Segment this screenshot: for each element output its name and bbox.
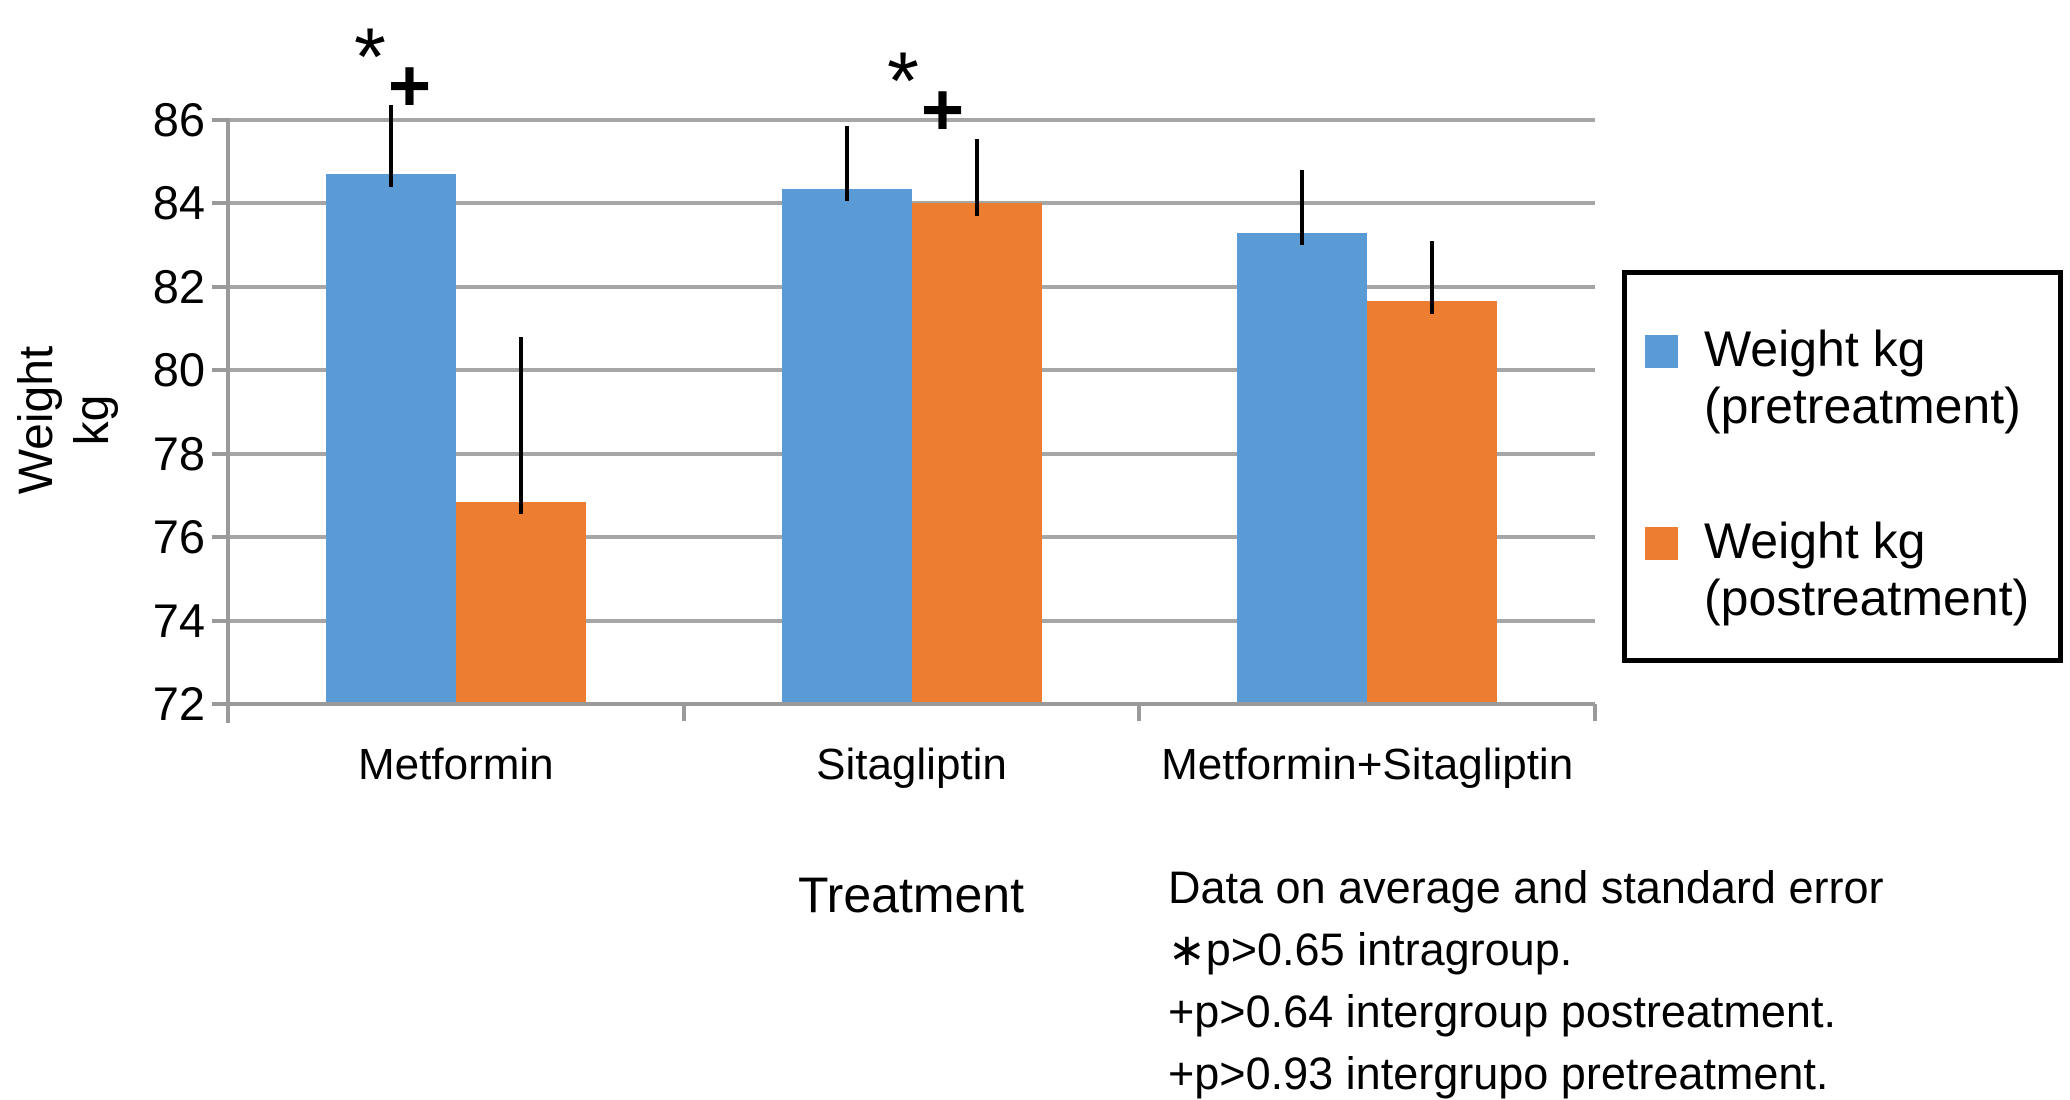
x-boundary-tick-0	[226, 704, 230, 721]
legend-item-pretreatment: Weight kg (pretreatment)	[1645, 321, 2038, 435]
bar-pretreatment-metformin	[325, 174, 456, 706]
error-bar-pretreatment-sitagliptin	[844, 126, 849, 202]
footnote: Data on average and standard error ∗p>0.…	[1168, 857, 2048, 1100]
y-tick-label-72: 72	[152, 677, 205, 730]
bar-postreatment-metformin+sitagliptin	[1367, 301, 1498, 706]
y-tick-82	[212, 284, 228, 289]
legend: Weight kg (pretreatment) Weight kg (post…	[1622, 270, 2063, 663]
x-boundary-tick-1	[681, 704, 686, 721]
legend-label-pretreatment: Weight kg (pretreatment)	[1704, 321, 2021, 434]
bar-postreatment-sitagliptin	[911, 203, 1042, 706]
footnote-line-4: +p>0.93 intergrupo pretreatment.	[1168, 1048, 1829, 1099]
y-axis-title-line2: kg	[66, 394, 119, 446]
error-bar-pretreatment-metformin	[388, 105, 393, 187]
y-tick-74	[212, 618, 228, 623]
footnote-line-1: Data on average and standard error	[1168, 862, 1884, 913]
y-tick-label-82: 82	[152, 259, 205, 313]
x-axis-line	[228, 702, 1595, 706]
asterisk-symbol: *	[887, 36, 919, 127]
bar-pretreatment-sitagliptin	[781, 188, 912, 706]
y-tick-label-74: 74	[152, 593, 205, 647]
y-axis-title: Weight kg	[9, 346, 121, 495]
plus-symbol: +	[387, 44, 432, 127]
plus-symbol: +	[920, 68, 965, 151]
x-category-label-metformin: Metformin	[358, 740, 554, 789]
y-tick-label-86: 86	[152, 93, 205, 146]
significance-annotation-sitagliptin: *+	[887, 41, 964, 147]
y-axis-line	[226, 118, 230, 723]
y-tick-label-80: 80	[152, 343, 205, 397]
y-tick-86	[212, 118, 228, 122]
x-boundary-tick-2	[1137, 704, 1142, 721]
footnote-line-3: +p>0.64 intergroup postreatment.	[1168, 986, 1836, 1037]
bar-postreatment-metformin	[455, 501, 586, 706]
error-bar-postreatment-metformin+sitagliptin	[1430, 240, 1435, 314]
y-tick-label-76: 76	[152, 510, 205, 564]
legend-label-postreatment: Weight kg (postreatment)	[1704, 513, 2030, 626]
x-axis-title: Treatment	[797, 867, 1025, 923]
legend-item-postreatment: Weight kg (postreatment)	[1645, 513, 2038, 627]
asterisk-symbol: *	[354, 12, 386, 103]
x-boundary-tick-3	[1593, 704, 1597, 721]
x-category-label-sitagliptin: Sitagliptin	[816, 740, 1007, 789]
footnote-line-2: ∗p>0.65 intragroup.	[1168, 924, 1573, 975]
y-tick-78	[212, 451, 228, 456]
y-axis-title-line1: Weight	[10, 345, 63, 495]
postreatment-swatch-icon	[1645, 527, 1678, 560]
y-tick-label-84: 84	[152, 176, 205, 230]
y-tick-label-78: 78	[152, 426, 205, 480]
y-tick-80	[212, 368, 228, 373]
error-bar-pretreatment-metformin+sitagliptin	[1300, 170, 1305, 246]
significance-annotation-metformin: *+	[354, 17, 431, 123]
error-bar-postreatment-sitagliptin	[974, 138, 979, 216]
x-category-label-metformin+sitagliptin: Metformin+Sitagliptin	[1161, 740, 1574, 789]
error-bar-postreatment-metformin	[518, 336, 523, 515]
pretreatment-swatch-icon	[1645, 335, 1678, 368]
y-tick-76	[212, 535, 228, 540]
y-tick-84	[212, 201, 228, 206]
y-tick-72	[212, 702, 228, 706]
bar-pretreatment-metformin+sitagliptin	[1237, 232, 1368, 706]
gridline-86	[228, 118, 1595, 122]
